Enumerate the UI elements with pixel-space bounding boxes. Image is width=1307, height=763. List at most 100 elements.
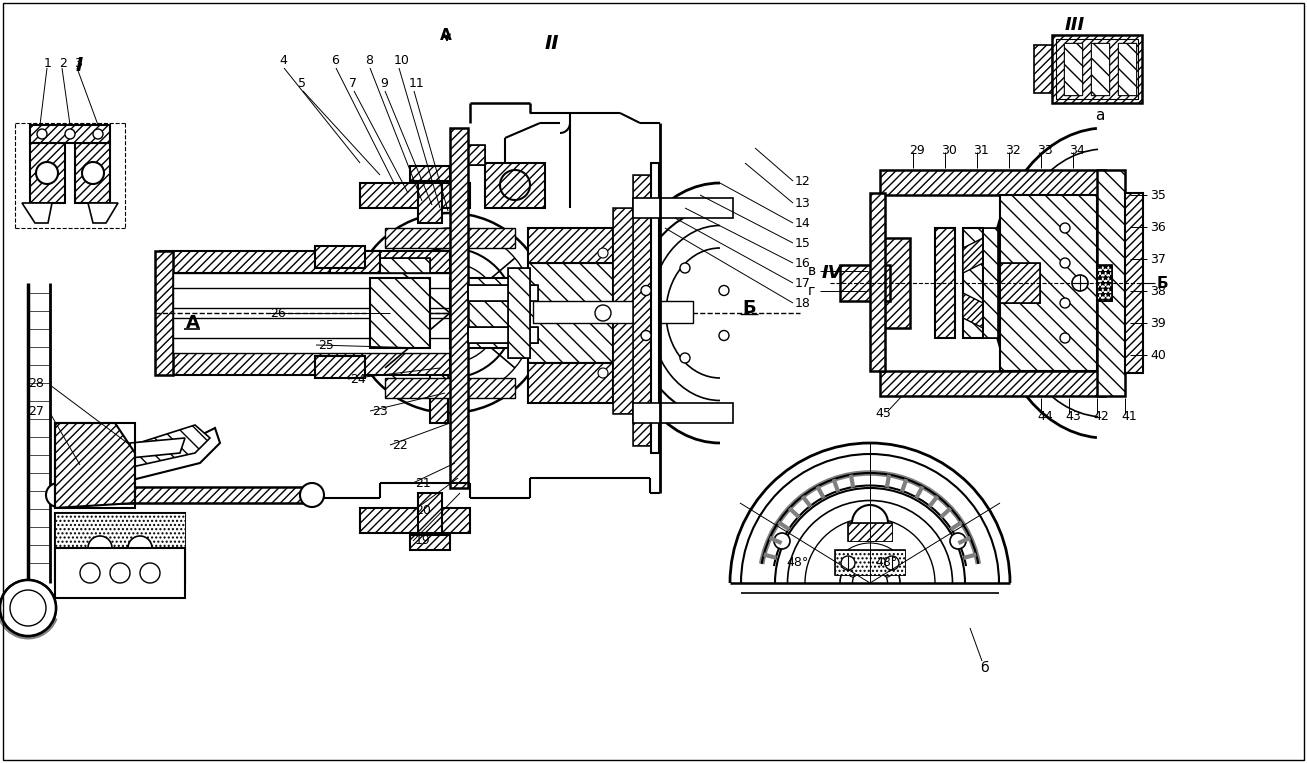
Bar — [468, 327, 538, 343]
Bar — [410, 166, 450, 181]
Circle shape — [884, 569, 891, 577]
Circle shape — [595, 305, 610, 321]
Circle shape — [876, 562, 884, 570]
Bar — [156, 23, 805, 583]
Bar — [528, 228, 613, 263]
Circle shape — [0, 580, 56, 636]
Text: 48°: 48° — [874, 556, 897, 569]
Text: a: a — [1095, 108, 1104, 123]
Bar — [74, 143, 110, 203]
Text: 27: 27 — [27, 404, 44, 417]
Bar — [870, 193, 885, 371]
Text: 32: 32 — [1005, 143, 1021, 156]
Text: 1: 1 — [44, 56, 52, 69]
Text: 8: 8 — [365, 53, 372, 66]
Text: 48°: 48° — [786, 556, 808, 569]
Bar — [651, 163, 659, 453]
Bar — [60, 487, 310, 503]
Text: А: А — [440, 27, 452, 43]
Text: г: г — [808, 284, 816, 298]
Bar — [1000, 263, 1040, 303]
Bar — [1097, 170, 1125, 396]
Circle shape — [680, 263, 690, 273]
Bar — [528, 228, 613, 263]
Circle shape — [10, 590, 46, 626]
Circle shape — [852, 505, 887, 541]
Text: 14: 14 — [795, 217, 810, 230]
Bar — [935, 228, 955, 338]
Bar — [508, 268, 531, 358]
Bar — [30, 143, 65, 203]
Bar — [315, 356, 365, 378]
Text: 35: 35 — [1150, 188, 1166, 201]
Bar — [528, 363, 613, 403]
Text: 3: 3 — [74, 56, 82, 69]
Bar — [173, 318, 450, 338]
Bar — [359, 508, 471, 533]
Bar — [485, 163, 545, 208]
Bar — [329, 251, 380, 273]
Bar — [613, 208, 633, 413]
Text: 28: 28 — [27, 376, 44, 389]
Text: А: А — [186, 314, 200, 332]
Bar — [880, 170, 1104, 195]
Bar — [1000, 195, 1097, 371]
Circle shape — [885, 556, 899, 570]
Circle shape — [640, 285, 651, 295]
Text: 30: 30 — [941, 143, 957, 156]
Bar — [30, 125, 110, 143]
Bar — [315, 356, 365, 378]
Text: 2: 2 — [59, 56, 67, 69]
Bar — [359, 183, 471, 208]
Bar — [1052, 35, 1142, 103]
Bar — [455, 145, 485, 165]
Text: б: б — [980, 661, 988, 675]
Bar — [468, 327, 538, 343]
Text: 45: 45 — [874, 407, 891, 420]
Text: 40: 40 — [1150, 349, 1166, 362]
Polygon shape — [386, 228, 515, 248]
Bar — [1125, 193, 1144, 373]
Circle shape — [848, 569, 856, 577]
Text: 33: 33 — [1036, 143, 1052, 156]
Text: 16: 16 — [795, 256, 810, 269]
Text: 43: 43 — [1065, 410, 1081, 423]
Bar — [173, 273, 450, 353]
Bar — [430, 313, 448, 423]
Bar — [468, 285, 538, 301]
Bar — [840, 265, 890, 301]
Text: 6: 6 — [331, 53, 339, 66]
Circle shape — [37, 162, 58, 184]
Bar — [159, 251, 450, 273]
Bar — [418, 493, 442, 533]
Text: 26: 26 — [271, 307, 286, 320]
Polygon shape — [1034, 45, 1052, 93]
Circle shape — [599, 248, 608, 258]
Text: 17: 17 — [795, 276, 810, 289]
Bar — [633, 175, 651, 445]
Text: 7: 7 — [349, 76, 357, 89]
Text: III: III — [1065, 16, 1085, 34]
Bar — [840, 265, 890, 301]
Bar — [1097, 265, 1112, 301]
Text: 25: 25 — [318, 339, 333, 352]
Polygon shape — [129, 438, 186, 458]
Bar — [1117, 43, 1136, 95]
Circle shape — [599, 368, 608, 378]
Polygon shape — [55, 423, 135, 508]
Text: 36: 36 — [1150, 221, 1166, 233]
Bar — [1000, 263, 1040, 303]
Bar — [418, 493, 442, 533]
Bar — [30, 125, 110, 143]
Bar — [485, 163, 545, 208]
Text: 31: 31 — [972, 143, 989, 156]
Text: I: I — [76, 56, 84, 75]
Text: в: в — [808, 264, 816, 278]
Bar — [173, 288, 450, 308]
Bar — [315, 246, 365, 268]
Text: 44: 44 — [1036, 410, 1052, 423]
Bar — [430, 313, 448, 423]
Bar — [1000, 195, 1097, 371]
Text: 37: 37 — [1150, 253, 1166, 266]
Text: IV: IV — [822, 264, 843, 282]
